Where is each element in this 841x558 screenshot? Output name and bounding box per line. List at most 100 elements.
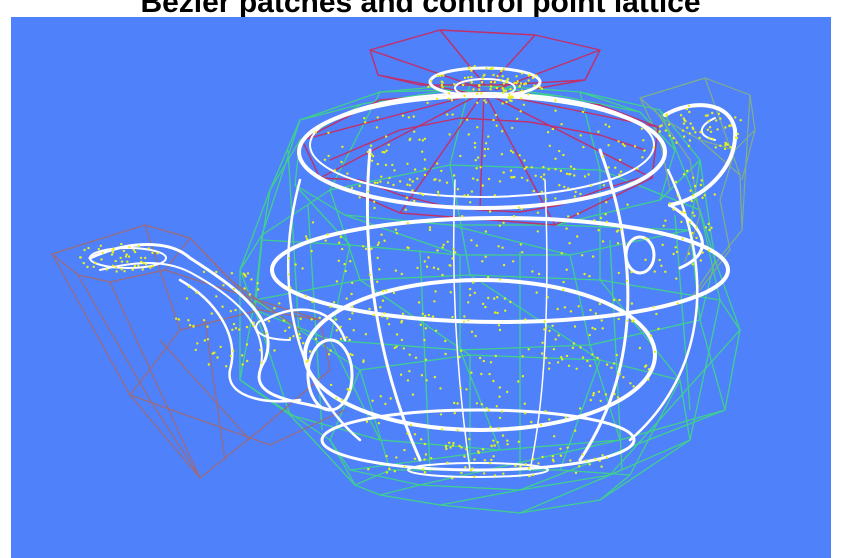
control-point [602,155,605,158]
control-point [349,352,352,356]
control-point [329,383,333,387]
control-point [348,338,351,342]
control-point [537,462,540,465]
control-point [597,390,601,393]
control-point [463,76,467,80]
control-point [630,270,633,274]
control-point [151,251,154,255]
control-point [536,211,540,214]
control-point [120,242,123,246]
control-point [645,237,648,240]
control-point [694,131,697,134]
control-point [388,467,391,471]
control-point [472,177,475,180]
control-point [288,336,292,340]
control-point [349,260,352,263]
control-point [351,305,354,308]
control-point [444,339,447,343]
control-point [533,84,536,87]
control-point [504,309,507,312]
control-point [601,454,604,457]
control-point [287,257,291,260]
control-point [364,121,367,124]
control-point [298,333,301,336]
control-point [424,358,428,361]
control-point [542,178,545,181]
control-point [544,356,548,360]
control-point [710,226,713,229]
control-point [461,83,465,87]
control-point [538,86,542,89]
control-point [424,314,427,318]
control-point [400,272,403,276]
control-point [470,239,473,242]
control-point [403,465,406,468]
control-point [521,251,524,254]
control-point [687,144,690,148]
control-point [256,282,259,285]
control-point [719,117,722,120]
control-point [568,242,571,245]
control-point [573,167,576,171]
control-point [691,126,694,129]
control-point [511,126,514,130]
control-point [381,299,385,302]
control-point [707,222,710,226]
control-point [493,311,497,314]
control-point [111,248,114,251]
render-viewport[interactable] [11,17,831,558]
control-point [97,247,101,251]
control-point [502,82,506,85]
control-point [388,176,391,180]
control-point [604,123,607,126]
control-point [408,370,411,373]
control-point [379,306,382,309]
control-point [437,193,440,196]
control-point [147,247,150,250]
control-point [500,410,504,413]
control-point [370,153,373,156]
control-point [486,276,490,279]
control-point [467,319,470,322]
control-point [647,368,651,371]
control-point [406,222,410,225]
control-point [474,334,477,338]
control-point [662,224,665,227]
control-point [460,446,463,449]
control-point [665,114,668,118]
control-point [616,229,620,232]
control-point [453,251,457,254]
control-point [400,338,404,342]
control-point [598,459,601,462]
control-point [505,81,508,84]
control-point [350,186,354,190]
control-point [588,333,591,337]
control-point [520,97,523,100]
control-point [370,247,373,250]
control-point [489,361,493,364]
control-point [463,94,466,98]
control-point [490,80,493,84]
control-point [540,352,544,355]
control-point [379,395,382,398]
control-point [540,175,543,179]
control-point [502,263,506,267]
control-point [597,130,600,133]
control-point [520,72,524,75]
control-point [569,165,573,168]
control-point [491,66,494,69]
control-point [556,307,559,311]
control-point [364,247,368,251]
control-point [531,76,535,80]
control-point [384,135,388,138]
control-point [243,287,246,290]
control-point [617,140,620,143]
control-point [385,149,388,152]
control-point [520,176,524,179]
control-point [519,243,522,246]
control-point [502,171,505,174]
control-point [653,350,657,353]
control-point [369,144,373,147]
control-point [327,353,331,356]
control-point [234,308,237,312]
